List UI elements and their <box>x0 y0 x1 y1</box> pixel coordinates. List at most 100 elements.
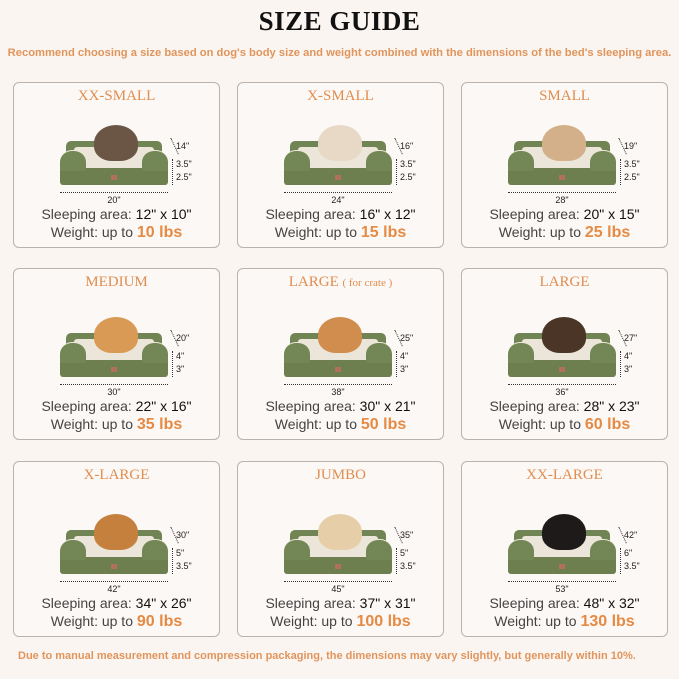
height-dim: 19" <box>624 141 638 151</box>
dog-icon <box>318 125 362 161</box>
depth-line <box>396 548 397 574</box>
size-label: X-LARGE <box>83 467 150 483</box>
width-line <box>508 581 616 582</box>
size-label: LARGE <box>539 274 590 290</box>
top-cushion-dim: 5" <box>400 548 409 558</box>
height-dim: 16" <box>400 141 414 151</box>
weight-label: Weight: up to <box>50 416 133 432</box>
weight-value: 130 lbs <box>580 613 635 630</box>
size-card: LARGE ( for crate ) 25" 4" 3" 38" Sleepi… <box>237 268 444 440</box>
dog-icon <box>94 317 138 353</box>
base-dim: 3.5" <box>176 561 192 571</box>
bed-illustration <box>60 514 168 574</box>
footer-note: Due to manual measurement and compressio… <box>18 650 636 662</box>
weight-value: 60 lbs <box>584 416 631 433</box>
sleeping-area-value: 16" x 12" <box>359 206 416 222</box>
depth-line <box>172 159 173 185</box>
weight-label: Weight: up to <box>274 416 357 432</box>
sleeping-area: Sleeping area: 30" x 21" <box>238 398 443 414</box>
weight: Weight: up to 100 lbs <box>238 613 443 631</box>
sleeping-area-value: 12" x 10" <box>135 206 192 222</box>
dog-icon <box>542 317 586 353</box>
sleeping-area-value: 30" x 21" <box>359 398 416 414</box>
size-note: ( for crate ) <box>342 277 393 289</box>
base-dim: 3" <box>624 364 633 374</box>
sleeping-area: Sleeping area: 20" x 15" <box>462 206 667 222</box>
width-dim: 36" <box>555 387 569 397</box>
weight-value: 50 lbs <box>360 416 407 433</box>
sleeping-area: Sleeping area: 16" x 12" <box>238 206 443 222</box>
base-dim: 3.5" <box>400 561 416 571</box>
depth-line <box>396 351 397 377</box>
brand-tag <box>111 367 117 372</box>
sleeping-area: Sleeping area: 28" x 23" <box>462 398 667 414</box>
bed-illustration <box>284 514 392 574</box>
dog-icon <box>318 317 362 353</box>
height-dim: 25" <box>400 333 414 343</box>
sleeping-area-value: 48" x 32" <box>583 595 640 611</box>
sleeping-area-label: Sleeping area: <box>265 206 356 222</box>
sleeping-area: Sleeping area: 12" x 10" <box>14 206 219 222</box>
sleeping-area-label: Sleeping area: <box>489 398 580 414</box>
top-cushion-dim: 6" <box>624 548 633 558</box>
dog-icon <box>542 514 586 550</box>
top-cushion-dim: 4" <box>176 351 185 361</box>
weight: Weight: up to 60 lbs <box>462 416 667 434</box>
weight-value: 10 lbs <box>136 224 183 241</box>
weight-label: Weight: up to <box>274 224 357 240</box>
weight-label: Weight: up to <box>498 416 581 432</box>
sleeping-area: Sleeping area: 22" x 16" <box>14 398 219 414</box>
size-label: JUMBO <box>315 467 366 483</box>
weight-label: Weight: up to <box>50 224 133 240</box>
top-cushion-dim: 3.5" <box>400 159 416 169</box>
width-line <box>284 384 392 385</box>
size-label: XX-SMALL <box>77 88 156 104</box>
size-name: SMALL <box>462 88 667 105</box>
sleeping-area: Sleeping area: 37" x 31" <box>238 595 443 611</box>
width-dim: 28" <box>555 195 569 205</box>
width-line <box>60 384 168 385</box>
weight-label: Weight: up to <box>498 224 581 240</box>
bed-illustration <box>60 125 168 185</box>
depth-line <box>620 159 621 185</box>
weight: Weight: up to 25 lbs <box>462 224 667 242</box>
depth-line <box>620 548 621 574</box>
size-card: LARGE 27" 4" 3" 36" Sleeping area: 28" x… <box>461 268 668 440</box>
width-dim: 30" <box>107 387 121 397</box>
size-name: XX-LARGE <box>462 467 667 484</box>
weight: Weight: up to 90 lbs <box>14 613 219 631</box>
top-cushion-dim: 3.5" <box>176 159 192 169</box>
width-line <box>508 384 616 385</box>
width-line <box>284 192 392 193</box>
brand-tag <box>111 175 117 180</box>
base-dim: 2.5" <box>176 172 192 182</box>
dog-icon <box>94 514 138 550</box>
sleeping-area-label: Sleeping area: <box>489 595 580 611</box>
width-dim: 20" <box>107 195 121 205</box>
size-card: XX-SMALL 14" 3.5" 2.5" 20" Sleeping area… <box>13 82 220 248</box>
top-cushion-dim: 4" <box>400 351 409 361</box>
top-cushion-dim: 3.5" <box>624 159 640 169</box>
weight: Weight: up to 15 lbs <box>238 224 443 242</box>
base-dim: 3" <box>400 364 409 374</box>
base-dim: 2.5" <box>624 172 640 182</box>
width-line <box>508 192 616 193</box>
bed-illustration <box>284 125 392 185</box>
sleeping-area-value: 20" x 15" <box>583 206 640 222</box>
bed-illustration <box>60 317 168 377</box>
sleeping-area-value: 34" x 26" <box>135 595 192 611</box>
dog-icon <box>542 125 586 161</box>
height-dim: 35" <box>400 530 414 540</box>
brand-tag <box>559 564 565 569</box>
width-dim: 38" <box>331 387 345 397</box>
width-line <box>60 192 168 193</box>
size-card: SMALL 19" 3.5" 2.5" 28" Sleeping area: 2… <box>461 82 668 248</box>
weight-value: 35 lbs <box>136 416 183 433</box>
size-label: XX-LARGE <box>526 467 603 483</box>
sleeping-area-label: Sleeping area: <box>265 398 356 414</box>
weight-value: 25 lbs <box>584 224 631 241</box>
weight-value: 90 lbs <box>136 613 183 630</box>
size-name: XX-SMALL <box>14 88 219 105</box>
size-name: X-LARGE <box>14 467 219 484</box>
depth-line <box>172 548 173 574</box>
